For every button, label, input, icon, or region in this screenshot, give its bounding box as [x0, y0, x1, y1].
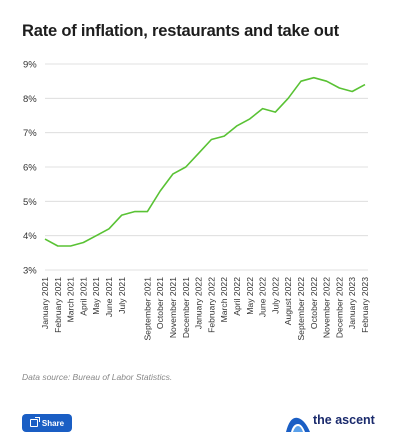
data-point	[364, 83, 366, 85]
x-tick-label: January 2021	[40, 277, 50, 329]
x-tick-label: October 2021	[155, 277, 165, 329]
x-tick-label: October 2022	[309, 277, 319, 329]
data-point	[325, 80, 327, 82]
y-tick-label: 3%	[23, 266, 37, 277]
y-tick-label: 9%	[23, 60, 37, 71]
x-tick-label: March 2022	[219, 277, 229, 323]
data-point	[121, 214, 123, 216]
y-axis-ticks: 3% 4% 5% 6% 7% 8% 9%	[23, 60, 37, 277]
data-point	[223, 135, 225, 137]
x-tick-label: November 2021	[168, 277, 178, 338]
x-tick-label: June 2021	[104, 277, 114, 317]
data-point	[261, 107, 263, 109]
data-source-note: Data source: Bureau of Labor Statistics.	[22, 372, 173, 382]
x-tick-label: May 2022	[245, 277, 255, 315]
data-point	[69, 245, 71, 247]
data-point	[108, 228, 110, 230]
share-button-label: Share	[41, 418, 65, 428]
data-point	[274, 111, 276, 113]
x-tick-label: December 2022	[334, 277, 344, 338]
data-point	[197, 152, 199, 154]
data-point	[249, 118, 251, 120]
x-tick-label: February 2021	[53, 277, 63, 333]
data-point	[236, 125, 238, 127]
x-tick-label: May 2021	[91, 277, 101, 315]
chart-title: Rate of inflation, restaurants and take …	[22, 22, 339, 40]
series-line	[44, 76, 366, 247]
series-group	[44, 76, 366, 247]
x-tick-label: August 2022	[283, 277, 293, 325]
x-tick-label: March 2021	[66, 277, 76, 323]
share-icon	[29, 417, 40, 427]
x-tick-label: January 2022	[194, 277, 204, 329]
x-tick-label: July 2021	[117, 277, 127, 314]
data-point	[338, 87, 340, 89]
data-point	[210, 138, 212, 140]
y-tick-label: 7%	[23, 128, 37, 139]
x-tick-label: February 2023	[360, 277, 370, 333]
x-tick-label: September 2022	[296, 277, 306, 341]
data-point	[287, 97, 289, 99]
y-tick-label: 4%	[23, 231, 37, 242]
data-point	[95, 234, 97, 236]
data-point	[159, 190, 161, 192]
ascent-logo-icon	[286, 417, 310, 432]
data-point	[185, 166, 187, 168]
data-point	[300, 80, 302, 82]
x-tick-label: September 2021	[142, 277, 152, 341]
x-tick-label: December 2021	[181, 277, 191, 338]
x-tick-label: April 2022	[232, 277, 242, 316]
data-point	[57, 245, 59, 247]
data-point	[44, 238, 46, 240]
x-tick-label: January 2023	[347, 277, 357, 329]
x-tick-label: November 2022	[322, 277, 332, 338]
y-tick-label: 6%	[23, 163, 37, 174]
logo-text: the ascent	[313, 413, 375, 427]
data-point	[313, 77, 315, 79]
the-ascent-logo: the ascent	[285, 412, 385, 436]
data-point	[82, 241, 84, 243]
y-tick-label: 8%	[23, 94, 37, 105]
data-point	[133, 210, 135, 212]
x-tick-label: February 2022	[206, 277, 216, 333]
x-axis-ticks: January 2021 February 2021 March 2021 April…	[40, 277, 370, 341]
x-tick-label: June 2022	[258, 277, 268, 317]
data-point	[351, 90, 353, 92]
x-tick-label: July 2022	[270, 277, 280, 314]
y-tick-label: 5%	[23, 197, 37, 208]
share-button[interactable]: Share	[22, 414, 72, 432]
data-point	[146, 210, 148, 212]
data-point	[172, 173, 174, 175]
x-tick-label: April 2021	[78, 277, 88, 316]
gridlines	[45, 63, 368, 271]
